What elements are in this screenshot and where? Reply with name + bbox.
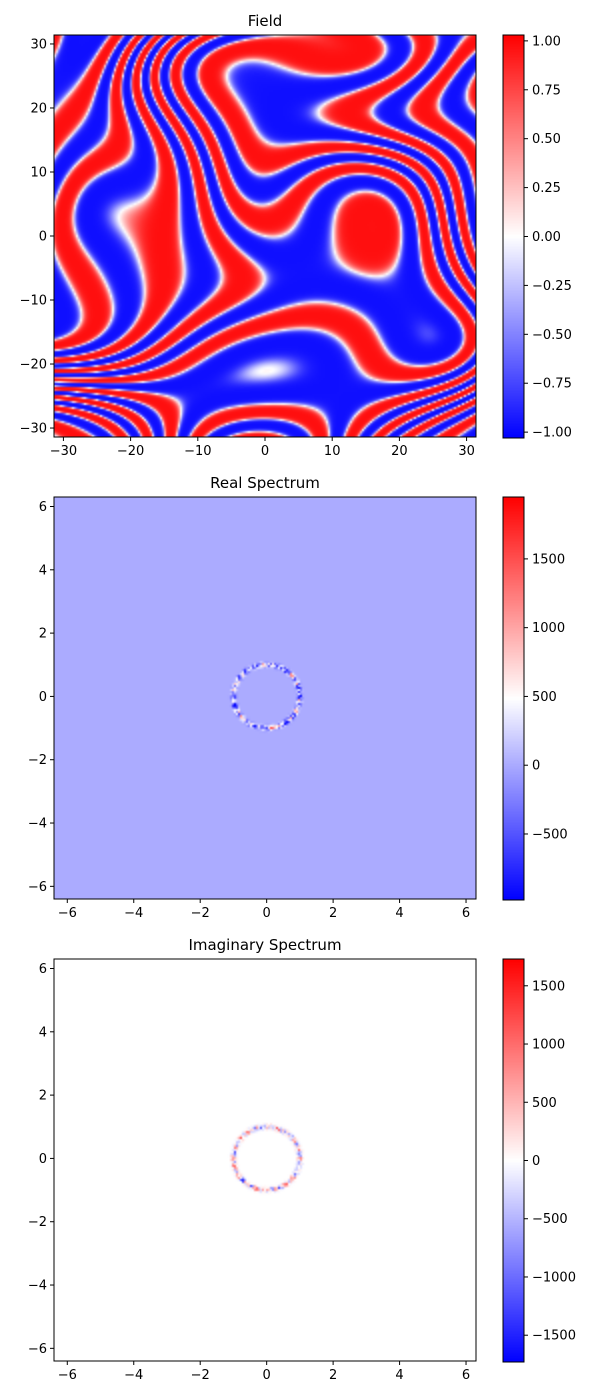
heatmap-image [54, 35, 476, 437]
y-tick-label: −6 [28, 880, 47, 895]
colorbar-tick-label: −500 [532, 1212, 568, 1227]
y-tick-label: 4 [39, 563, 47, 578]
colorbar-tick-label: 0.25 [532, 181, 561, 196]
colorbar-tick-label: −1500 [532, 1329, 576, 1344]
colorbar-tick-label: −0.75 [532, 377, 572, 392]
x-tick-label: 10 [324, 444, 341, 459]
x-tick-label: 2 [329, 906, 337, 921]
x-tick-label: −4 [124, 906, 143, 921]
colorbar-frame [502, 496, 525, 901]
colorbar-gradient [503, 35, 524, 438]
x-tick-label: −10 [184, 444, 211, 459]
colorbar-tick-label: 0.50 [532, 132, 561, 147]
x-tick-label: 20 [391, 444, 408, 459]
y-tick-label: −6 [28, 1342, 47, 1357]
plot-frame [53, 958, 477, 1362]
colorbar-tick-label: 0 [532, 1154, 540, 1169]
x-tick-label: 2 [329, 1368, 337, 1383]
y-tick-label: −30 [20, 422, 47, 437]
colorbar-tick-label: −500 [532, 827, 568, 842]
x-tick-label: 0 [261, 444, 269, 459]
colorbar-gradient [503, 959, 524, 1362]
x-tick-label: 0 [263, 1368, 271, 1383]
colorbar-tick-label: −1000 [532, 1270, 576, 1285]
y-tick-label: 0 [39, 690, 47, 705]
colorbar-tick-label: −0.25 [532, 279, 572, 294]
y-tick-label: 20 [30, 101, 47, 116]
y-tick-label: 0 [39, 1152, 47, 1167]
y-tick-label: −2 [28, 1215, 47, 1230]
y-tick-label: 0 [39, 230, 47, 245]
y-tick-label: −20 [20, 358, 47, 373]
y-tick-label: −4 [28, 1279, 47, 1294]
y-tick-label: 2 [39, 627, 47, 642]
y-tick-label: 2 [39, 1089, 47, 1104]
x-tick-label: 6 [462, 1368, 470, 1383]
y-tick-label: −2 [28, 753, 47, 768]
colorbar-tick-label: 1000 [532, 621, 565, 636]
y-tick-label: −10 [20, 294, 47, 309]
y-tick-label: 4 [39, 1025, 47, 1040]
y-tick-label: 10 [30, 165, 47, 180]
colorbar-tick-label: 1500 [532, 552, 565, 567]
y-tick-label: −4 [28, 817, 47, 832]
subplot-1: Field −30 −20 −10 0 10 20 30 −30 −20 −10 0 10 20 30 −1.… [20, 12, 572, 459]
subplot-title: Real Spectrum [210, 474, 320, 492]
x-tick-label: 30 [458, 444, 475, 459]
x-tick-label: −6 [58, 1368, 77, 1383]
subplot-2: Real Spectrum −6 −4 −2 0 2 4 6 −6 −4 −2 0 2 4 6 −500 0 50… [28, 474, 568, 921]
colorbar-tick-label: 1.00 [532, 34, 561, 49]
colorbar-tick-label: 1500 [532, 979, 565, 994]
x-tick-label: −4 [124, 1368, 143, 1383]
colorbar-tick-label: 0.00 [532, 230, 561, 245]
y-tick-label: 6 [39, 962, 47, 977]
heatmap-image [54, 959, 476, 1361]
x-tick-label: −30 [50, 444, 77, 459]
colorbar-tick-label: 500 [532, 690, 557, 705]
plot-frame [53, 496, 477, 900]
x-tick-label: 6 [462, 906, 470, 921]
x-tick-label: −20 [117, 444, 144, 459]
colorbar-gradient [503, 497, 524, 900]
x-tick-label: −2 [191, 1368, 210, 1383]
colorbar-tick-label: 500 [532, 1096, 557, 1111]
y-tick-label: 30 [30, 37, 47, 52]
colorbar-tick-label: 0.75 [532, 83, 561, 98]
colorbar-tick-label: −0.50 [532, 328, 572, 343]
x-tick-label: −6 [58, 906, 77, 921]
colorbar-tick-label: 0 [532, 759, 540, 774]
colorbar-tick-label: −1.00 [532, 426, 572, 441]
y-tick-label: 6 [39, 500, 47, 515]
x-tick-label: −2 [191, 906, 210, 921]
subplot-3: Imaginary Spectrum −6 −4 −2 0 2 4 6 −6 −4 −2 0 2 4 6 −1… [28, 936, 576, 1383]
x-tick-label: 4 [395, 906, 403, 921]
subplot-title: Field [248, 12, 283, 30]
subplot-title: Imaginary Spectrum [188, 936, 341, 954]
heatmap-image [54, 497, 476, 899]
x-tick-label: 4 [395, 1368, 403, 1383]
colorbar-tick-label: 1000 [532, 1038, 565, 1053]
x-tick-label: 0 [263, 906, 271, 921]
